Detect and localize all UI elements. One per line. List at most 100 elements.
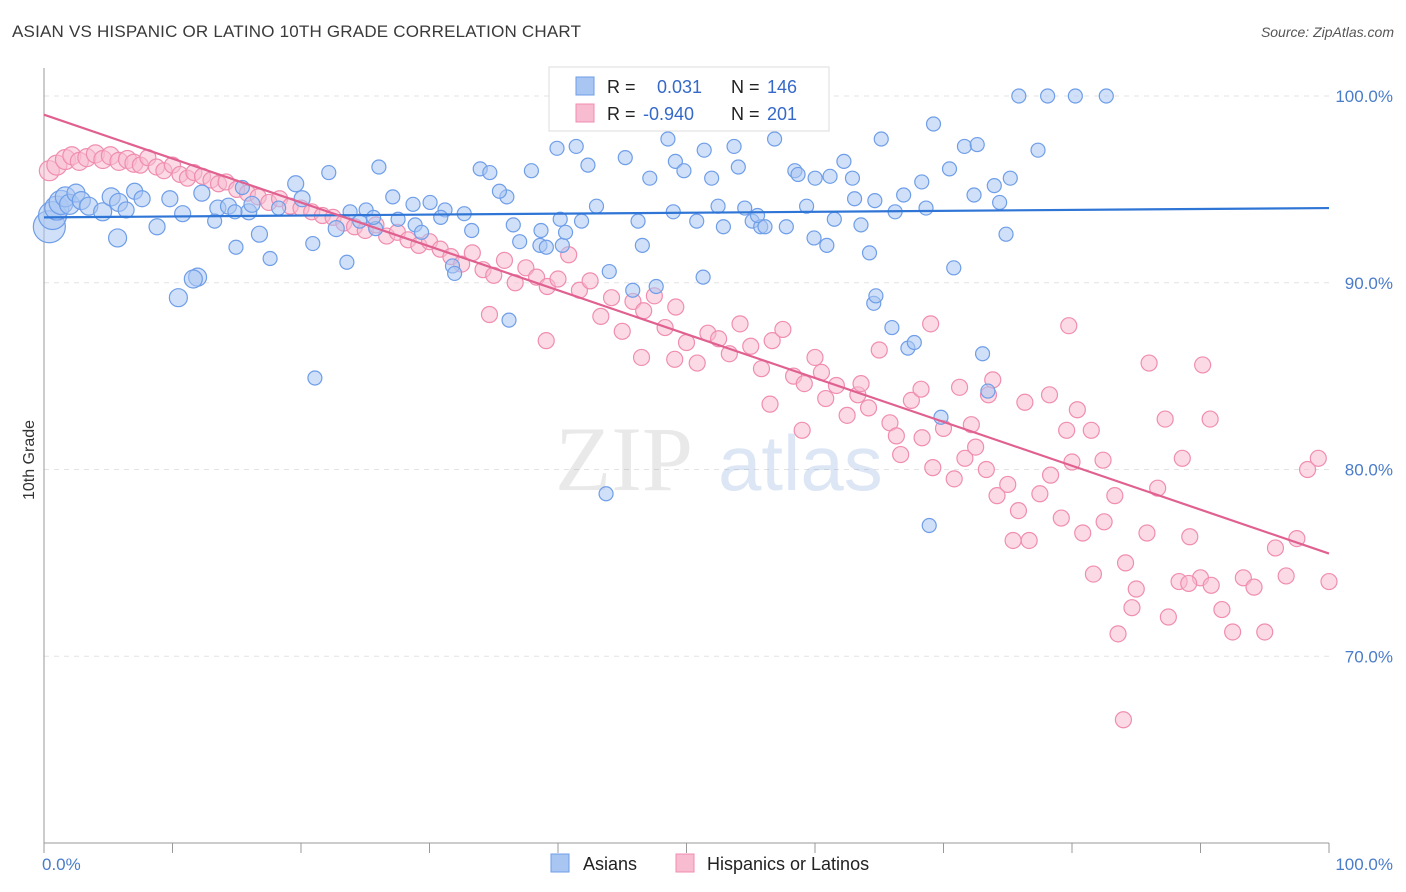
asian-point	[873, 131, 889, 147]
asian-point	[1030, 142, 1046, 158]
asian-point	[660, 131, 676, 147]
asian-point	[918, 200, 934, 216]
hispanic-point	[1068, 401, 1086, 419]
asian-point	[262, 250, 278, 267]
asian-point	[133, 190, 151, 208]
asian-point	[405, 196, 421, 212]
asian-point	[710, 198, 726, 214]
asian-point	[250, 225, 269, 243]
hispanic-point	[1041, 466, 1060, 484]
hispanic-point	[1173, 449, 1191, 467]
asian-point	[371, 159, 387, 175]
asian-point	[447, 265, 463, 282]
asian-point	[554, 237, 570, 254]
legend-n-hispanic: 201	[767, 104, 797, 124]
asian-point	[914, 174, 930, 190]
legend-n-label-asian: N =	[731, 77, 760, 97]
legend-n-asian: 146	[767, 77, 797, 97]
hispanic-trend-line	[43, 113, 1330, 555]
hispanic-point	[602, 289, 621, 307]
asian-point	[523, 163, 540, 179]
asian-point	[193, 184, 211, 202]
legend-r-asian: 0.031	[657, 77, 702, 97]
hispanic-point	[1309, 449, 1327, 467]
asian-point	[730, 159, 746, 175]
hispanic-point	[480, 305, 499, 324]
asian-point	[634, 237, 650, 254]
y-tick-label: 80.0%	[1345, 461, 1393, 480]
asian-point	[1098, 88, 1114, 104]
hispanic-point	[1040, 386, 1059, 404]
hispanic-point	[549, 270, 567, 288]
hispanic-point	[1127, 580, 1145, 598]
asian-point	[790, 166, 806, 183]
asian-point	[339, 254, 355, 270]
asian-point	[974, 346, 991, 362]
hispanic-point	[1016, 393, 1034, 411]
asian-point	[413, 224, 430, 240]
asian-point	[243, 195, 261, 213]
asian-point	[846, 191, 863, 207]
asian-point	[385, 189, 401, 205]
hispanic-point	[1256, 623, 1274, 641]
asian-point	[293, 190, 311, 208]
bottom-swatch-hispanic	[675, 853, 695, 873]
hispanic-point	[1140, 354, 1158, 372]
asian-point	[433, 209, 449, 225]
axes	[43, 68, 1330, 853]
legend-r-label-hispanic: R =	[607, 104, 636, 124]
asian-point	[836, 153, 852, 169]
asian-point	[538, 239, 554, 255]
asian-point	[925, 116, 942, 132]
hispanic-point	[495, 251, 514, 269]
hispanic-point	[632, 348, 651, 367]
hispanic-point	[795, 375, 813, 393]
legend-swatch-asian	[575, 76, 595, 96]
hispanic-point	[1202, 576, 1220, 594]
hispanic-point	[1123, 599, 1141, 617]
asian-point	[992, 194, 1008, 211]
hispanic-point	[1084, 565, 1103, 583]
hispanic-point	[1031, 485, 1049, 503]
asian-point	[980, 383, 996, 399]
y-axis-label: 10th Grade	[21, 420, 38, 500]
hispanic-point	[1288, 530, 1306, 548]
hispanic-point	[592, 307, 610, 325]
asian-point	[1002, 170, 1018, 186]
hispanic-point	[1224, 623, 1242, 641]
hispanic-point	[1194, 356, 1212, 374]
asian-point	[867, 192, 883, 209]
asian-point	[573, 213, 590, 229]
hispanic-point	[887, 427, 905, 445]
asian-point	[642, 170, 658, 186]
asian-point	[327, 220, 345, 238]
asian-point	[482, 164, 498, 181]
hispanic-point	[859, 399, 878, 417]
asian-point	[287, 175, 305, 193]
asian-point	[1040, 88, 1056, 104]
asian-point	[598, 486, 614, 502]
asian-point	[207, 213, 223, 229]
asian-point	[117, 201, 135, 219]
asian-point	[648, 278, 664, 295]
y-tick-labels: 70.0% 80.0% 90.0% 100.0%	[1335, 87, 1393, 666]
asian-point	[766, 131, 783, 147]
asian-point	[806, 230, 822, 246]
asian-point	[704, 170, 720, 186]
hispanic-point	[870, 341, 888, 359]
asian-point	[844, 170, 861, 186]
asian-point	[969, 136, 985, 153]
series-legend: Asians Hispanics or Latinos	[550, 853, 869, 874]
hispanic-point	[977, 460, 995, 479]
hispanic-point	[1266, 539, 1285, 557]
asian-point	[861, 245, 878, 261]
legend-r-hispanic: -0.940	[643, 104, 694, 124]
hispanic-point	[731, 315, 749, 333]
asian-point	[491, 183, 508, 199]
hispanic-point	[1138, 524, 1156, 542]
hispanic-point	[1159, 608, 1177, 626]
asian-point	[505, 217, 521, 233]
asian-point	[552, 211, 568, 227]
hispanic-point	[817, 389, 835, 408]
hispanic-point	[761, 395, 779, 413]
